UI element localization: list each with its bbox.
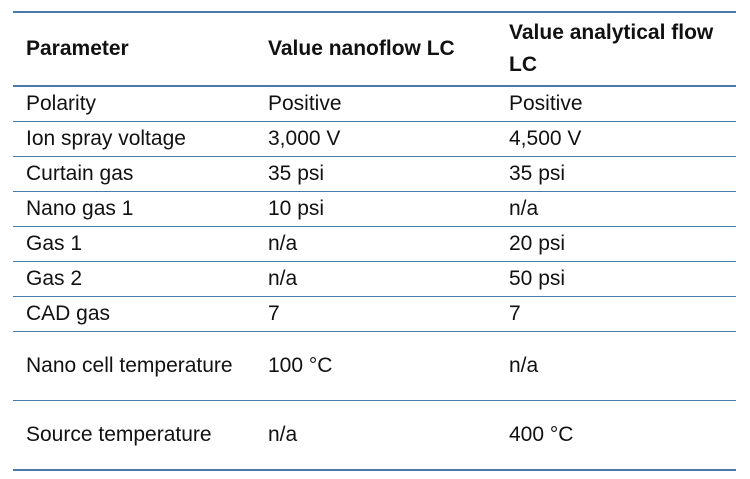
cell-analytical: n/a [496,331,736,401]
table-row: Source temperature n/a 400 °C [13,400,736,471]
header-value-analytical: Value analytical flow LC [509,21,714,76]
cell-analytical: 4,500 V [496,121,736,157]
cell-nanoflow: 3,000 V [255,121,496,157]
cell-nanoflow: n/a [255,400,496,471]
cell-analytical: 35 psi [496,156,736,192]
table-row: Nano cell temperature 100 °C n/a [13,331,736,401]
cell-nanoflow: 7 [255,296,496,332]
parameters-table: Parameter Value nanoflow LC Value analyt… [13,11,736,471]
table-row: Gas 1 n/a 20 psi [13,226,736,262]
cell-nanoflow: Positive [255,86,496,122]
cell-analytical: Positive [496,86,736,122]
cell-parameter: Nano cell temperature [13,331,255,401]
table-header-row: Parameter Value nanoflow LC Value analyt… [13,12,736,86]
header-value-nanoflow: Value nanoflow LC [268,37,455,60]
cell-parameter: Gas 2 [13,261,255,297]
cell-analytical: 400 °C [496,400,736,471]
cell-nanoflow: 35 psi [255,156,496,192]
table-row: Ion spray voltage 3,000 V 4,500 V [13,121,736,157]
cell-analytical: 50 psi [496,261,736,297]
cell-parameter: Ion spray voltage [13,121,255,157]
cell-nanoflow: n/a [255,226,496,262]
cell-analytical: n/a [496,191,736,227]
parameters-table-container: Parameter Value nanoflow LC Value analyt… [13,11,736,471]
cell-nanoflow: n/a [255,261,496,297]
cell-nanoflow: 10 psi [255,191,496,227]
cell-parameter: Curtain gas [13,156,255,192]
table-row: Nano gas 1 10 psi n/a [13,191,736,227]
cell-parameter: CAD gas [13,296,255,332]
table-row: Gas 2 n/a 50 psi [13,261,736,297]
table-row: Polarity Positive Positive [13,86,736,122]
cell-parameter: Gas 1 [13,226,255,262]
table-row: CAD gas 7 7 [13,296,736,332]
cell-parameter: Nano gas 1 [13,191,255,227]
header-parameter: Parameter [26,37,129,60]
cell-parameter: Polarity [13,86,255,122]
cell-analytical: 20 psi [496,226,736,262]
cell-nanoflow: 100 °C [255,331,496,401]
cell-parameter: Source temperature [13,400,255,471]
cell-analytical: 7 [496,296,736,332]
table-row: Curtain gas 35 psi 35 psi [13,156,736,192]
